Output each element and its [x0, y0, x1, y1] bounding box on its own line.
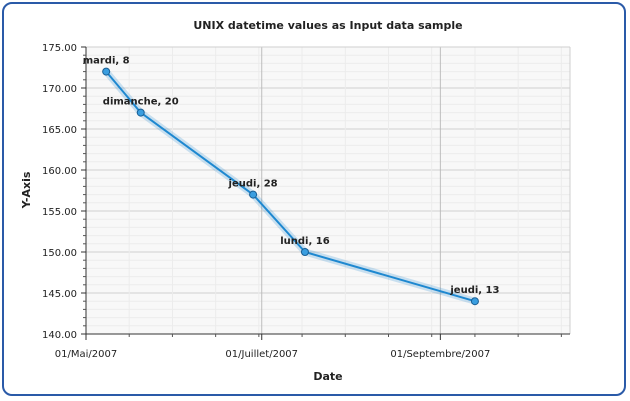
y-tick-label: 155.00 — [42, 207, 77, 218]
data-point-label: lundi, 16 — [280, 236, 329, 247]
y-tick-label: 165.00 — [42, 125, 77, 136]
y-axis-title: Y-Axis — [20, 171, 33, 209]
data-point-marker[interactable] — [136, 108, 145, 117]
data-point-label: mardi, 8 — [83, 56, 130, 67]
x-axis-title: Date — [313, 370, 342, 383]
x-tick-label: 01/Septembre/2007 — [390, 349, 490, 360]
data-point-label: dimanche, 20 — [103, 97, 179, 108]
y-tick-label: 145.00 — [42, 289, 77, 300]
data-point-label: jeudi, 28 — [228, 179, 278, 190]
chart-title: UNIX datetime values as Input data sampl… — [193, 19, 462, 32]
y-tick-label: 175.00 — [42, 43, 77, 54]
axes: 140.00 145.00 150.00 155.00 160.00 165.00 170.… — [42, 43, 570, 360]
grid — [86, 46, 571, 334]
y-tick-label: 170.00 — [42, 84, 77, 95]
data-point-label: jeudi, 13 — [449, 285, 499, 296]
data-point-marker[interactable] — [102, 67, 111, 76]
data-point-marker[interactable] — [249, 190, 258, 199]
plot-area — [86, 47, 570, 334]
x-tick-label: 01/Mai/2007 — [55, 349, 117, 360]
y-tick-label: 160.00 — [42, 166, 77, 177]
point-labels: mardi, 8 dimanche, 20 jeudi, 28 lundi, 16 je… — [83, 56, 500, 297]
y-tick-label: 150.00 — [42, 248, 77, 259]
data-point-marker[interactable] — [300, 248, 309, 256]
y-tick-label: 140.00 — [42, 330, 77, 341]
series-line-layer — [102, 67, 479, 306]
plot-background — [86, 47, 570, 334]
data-point-marker[interactable] — [470, 297, 479, 306]
x-tick-label: 01/Juillet/2007 — [225, 349, 298, 360]
